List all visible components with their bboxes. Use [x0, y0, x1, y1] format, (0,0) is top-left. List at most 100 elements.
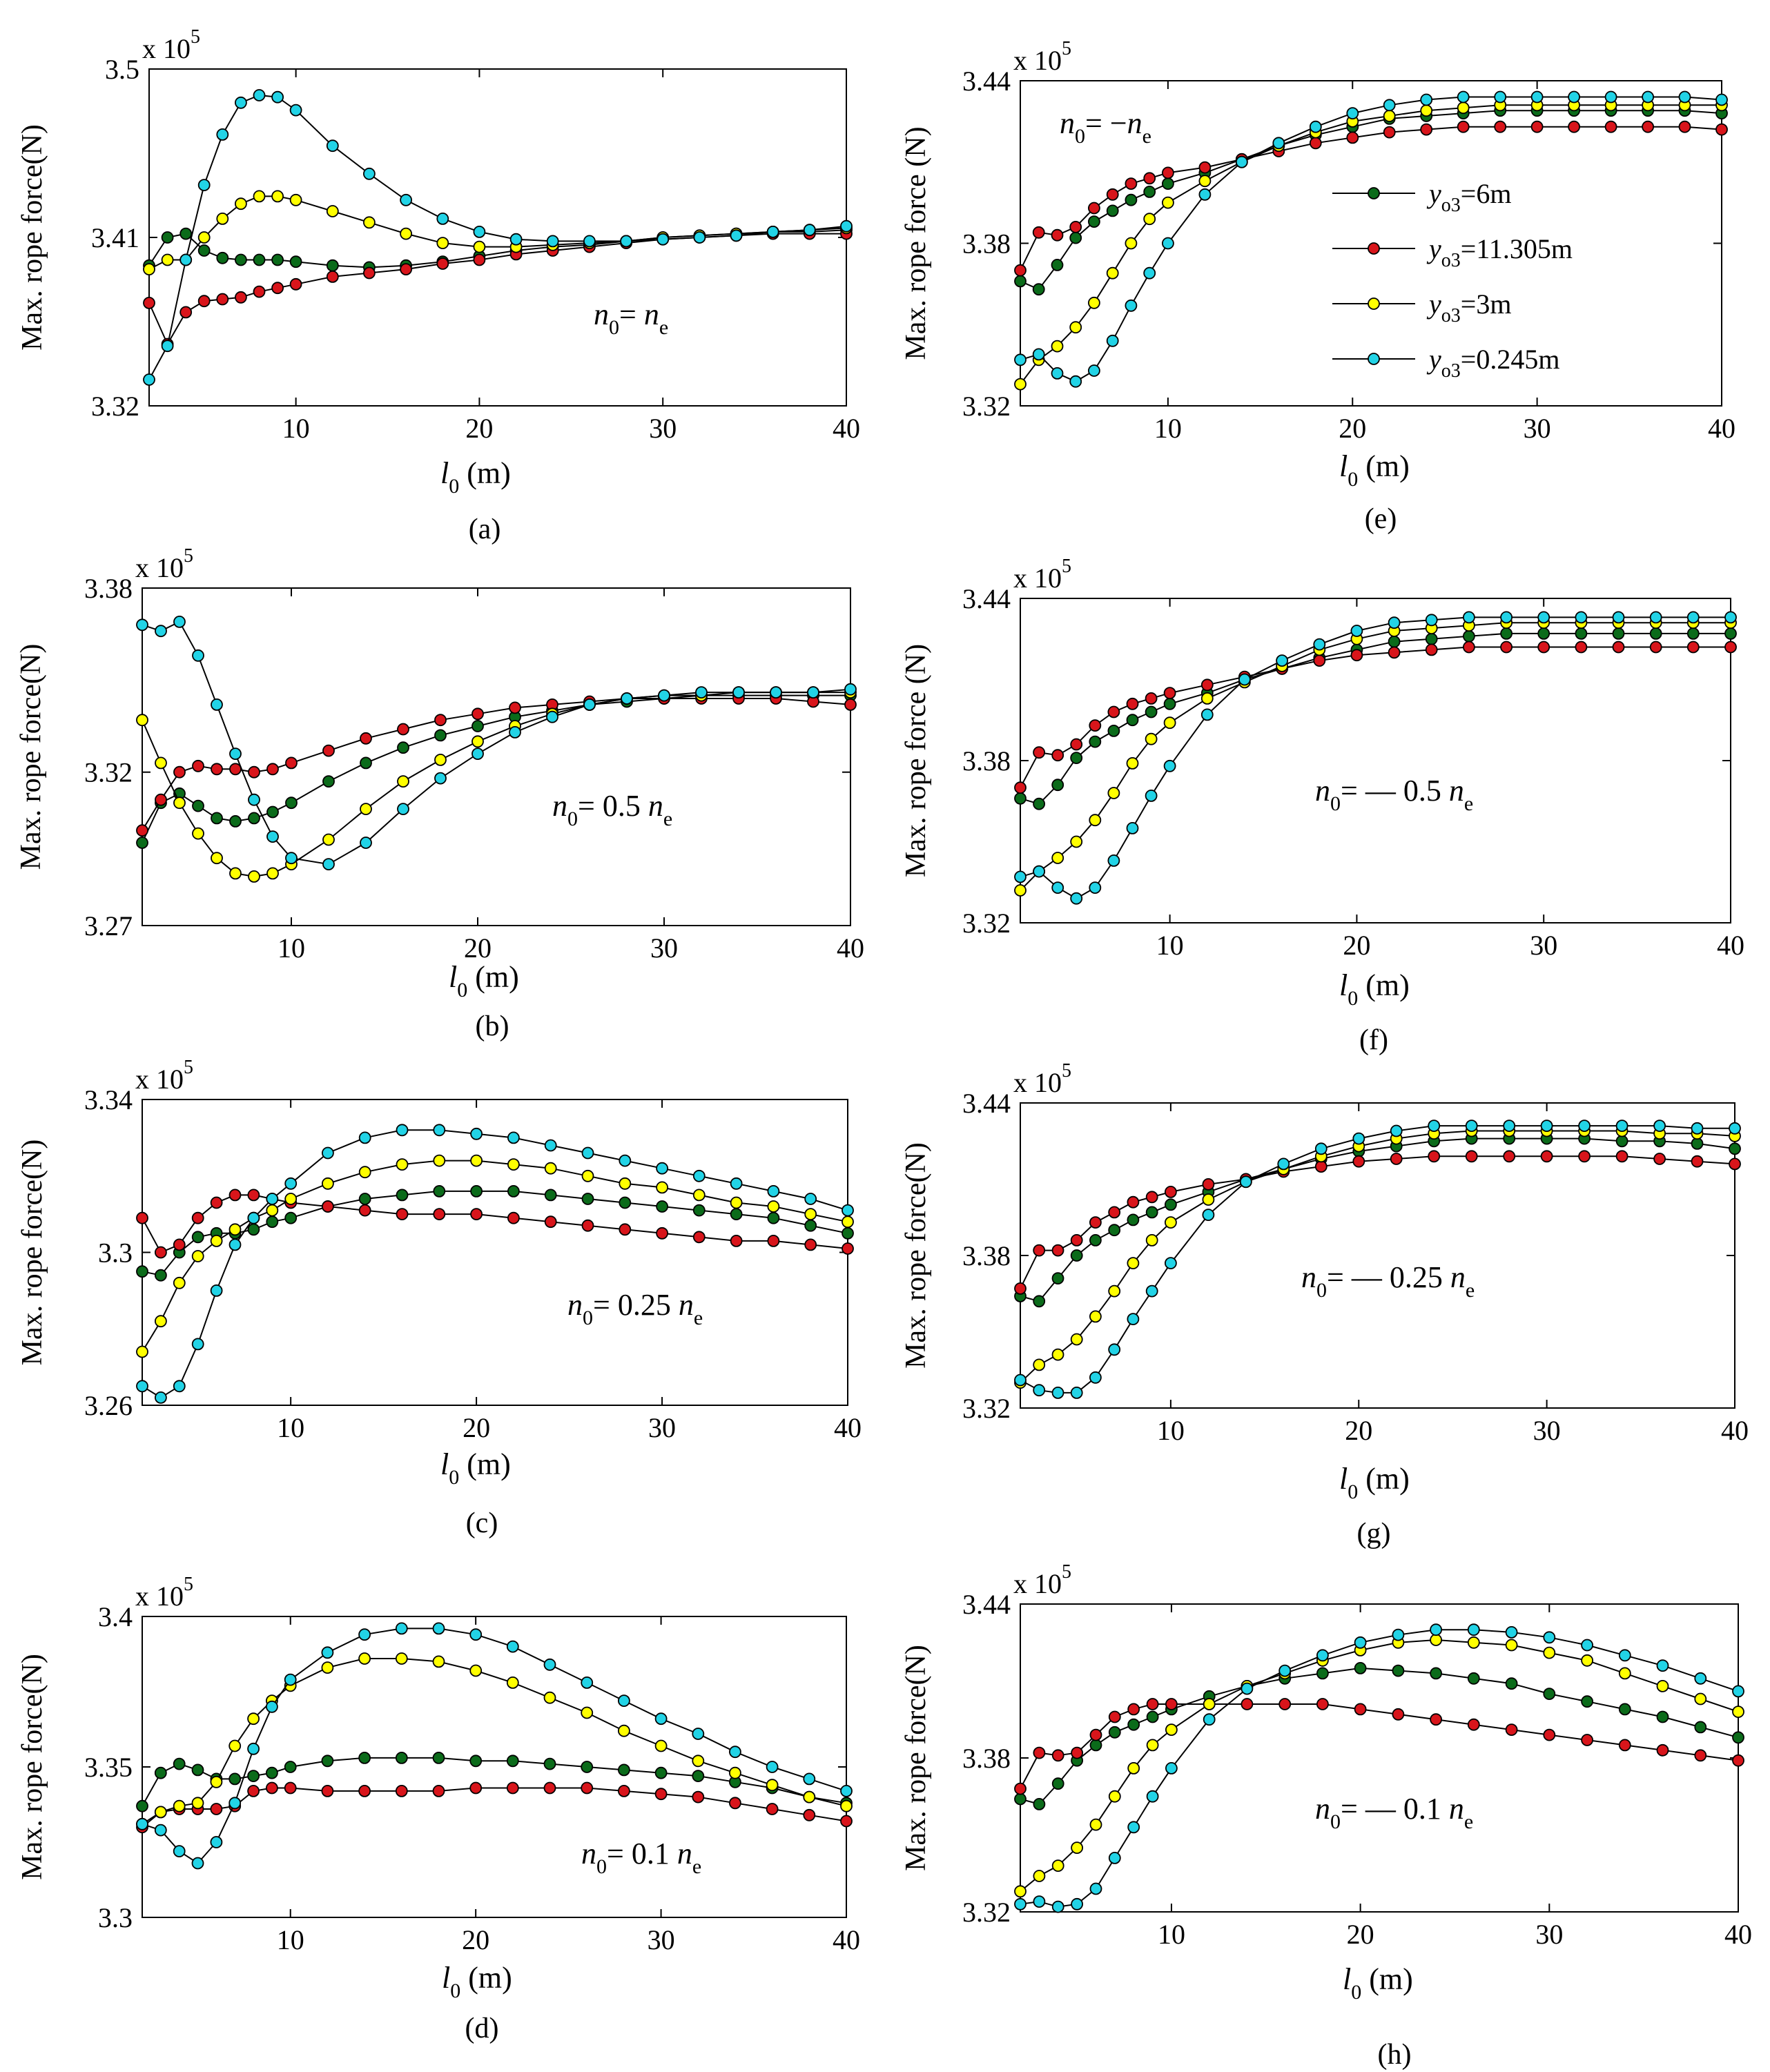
- data-point: [1691, 1155, 1704, 1168]
- data-point: [470, 1185, 483, 1198]
- data-point: [271, 253, 284, 266]
- data-point: [284, 1761, 297, 1773]
- data-point: [1503, 1120, 1516, 1132]
- data-point: [1198, 175, 1212, 188]
- data-point: [284, 1193, 298, 1205]
- data-point: [192, 799, 204, 812]
- legend-marker: [1368, 187, 1380, 199]
- data-point: [807, 686, 819, 698]
- data-point: [321, 1177, 334, 1190]
- series-line: [142, 1129, 848, 1399]
- data-point: [766, 1761, 779, 1773]
- data-point: [358, 1193, 371, 1205]
- data-point: [234, 96, 247, 109]
- data-point: [289, 277, 302, 291]
- y-tick-label: 3.3: [98, 1902, 133, 1933]
- data-point: [469, 1664, 483, 1677]
- data-point: [358, 1751, 371, 1764]
- y-tick-label: 3.44: [962, 583, 1011, 614]
- data-point: [506, 1676, 519, 1689]
- data-point: [1649, 641, 1662, 654]
- panel-c: 10 20 30 40 3.26 3.3 3.34x 105 Max. rope force(…: [17, 1057, 862, 1539]
- data-point: [842, 1215, 854, 1229]
- x-tick-label: 20: [462, 1924, 489, 1955]
- data-point: [1505, 1723, 1518, 1737]
- data-point: [473, 240, 486, 253]
- data-point: [1088, 364, 1100, 377]
- data-point: [1500, 627, 1513, 640]
- data-point: [161, 231, 174, 244]
- x-tick-label: 40: [1721, 1415, 1749, 1446]
- data-point: [1165, 1723, 1178, 1737]
- data-point: [433, 1124, 446, 1137]
- data-point: [216, 251, 229, 264]
- data-point: [360, 732, 372, 745]
- data-point: [322, 833, 335, 846]
- data-point: [284, 1673, 297, 1686]
- data-point: [470, 1127, 483, 1140]
- data-point: [1089, 1818, 1102, 1831]
- data-point: [1316, 1698, 1329, 1710]
- data-point: [546, 235, 559, 248]
- data-point: [253, 285, 266, 298]
- data-point: [1653, 1120, 1666, 1132]
- data-point: [1392, 1708, 1405, 1721]
- data-point: [397, 775, 409, 788]
- data-point: [471, 747, 484, 760]
- data-point: [289, 193, 302, 206]
- panel-annotation: n0= — 0.5 ne: [1315, 774, 1473, 815]
- series-3m: [1014, 1124, 1741, 1389]
- y-tick-label: 3.32: [962, 1897, 1011, 1928]
- data-point: [1145, 1234, 1158, 1247]
- data-point: [1430, 1634, 1443, 1646]
- data-point: [1033, 797, 1045, 810]
- data-point: [1127, 1257, 1140, 1269]
- data-point: [1051, 1900, 1064, 1913]
- data-point: [197, 231, 211, 244]
- data-point: [432, 1622, 445, 1635]
- data-point: [396, 1208, 409, 1220]
- data-point: [143, 296, 155, 309]
- data-point: [581, 1761, 594, 1773]
- data-point: [1575, 611, 1588, 624]
- panel-annotation: n0= 0.25 ne: [567, 1288, 703, 1329]
- data-point: [1070, 892, 1083, 905]
- legend-entry: yo3=0.245m: [1332, 344, 1559, 382]
- data-point: [247, 1211, 260, 1224]
- data-point: [1354, 1661, 1367, 1674]
- data-point: [1543, 1728, 1556, 1741]
- data-point: [266, 763, 279, 776]
- legend-label: yo3=3m: [1426, 289, 1511, 326]
- panel-annotation: n0= — 0.25 ne: [1301, 1260, 1475, 1302]
- series-line: [1020, 1667, 1739, 1806]
- data-point: [1203, 1713, 1216, 1726]
- data-point: [1350, 649, 1363, 662]
- data-point: [1163, 716, 1176, 730]
- data-point: [1125, 193, 1138, 206]
- data-point: [1125, 299, 1138, 312]
- y-axis-label: Max. rope force(N): [17, 1140, 48, 1366]
- y-exponent-label: x 105: [135, 545, 193, 583]
- data-point: [155, 625, 167, 638]
- series-11305m: [1014, 1698, 1744, 1795]
- data-point: [730, 1196, 743, 1209]
- data-point: [228, 1238, 242, 1251]
- data-point: [657, 233, 670, 246]
- data-point: [321, 1200, 334, 1213]
- data-point: [228, 1739, 242, 1752]
- data-point: [173, 796, 186, 810]
- data-point: [656, 1200, 668, 1213]
- data-point: [436, 237, 449, 250]
- x-tick-label: 40: [837, 932, 864, 964]
- panel-h: 10 20 30 40 3.32 3.38 3.44x 105 Max. rope force…: [900, 1561, 1752, 2071]
- data-point: [1604, 120, 1617, 133]
- data-point: [471, 720, 484, 732]
- data-point: [1612, 611, 1625, 624]
- x-tick-label: 10: [1158, 1919, 1185, 1950]
- y-exponent-label: x 105: [1013, 1060, 1071, 1098]
- data-point: [654, 1712, 668, 1726]
- data-point: [247, 1784, 260, 1797]
- series-6m: [136, 1185, 854, 1282]
- data-point: [1014, 1782, 1027, 1795]
- data-point: [544, 1139, 557, 1152]
